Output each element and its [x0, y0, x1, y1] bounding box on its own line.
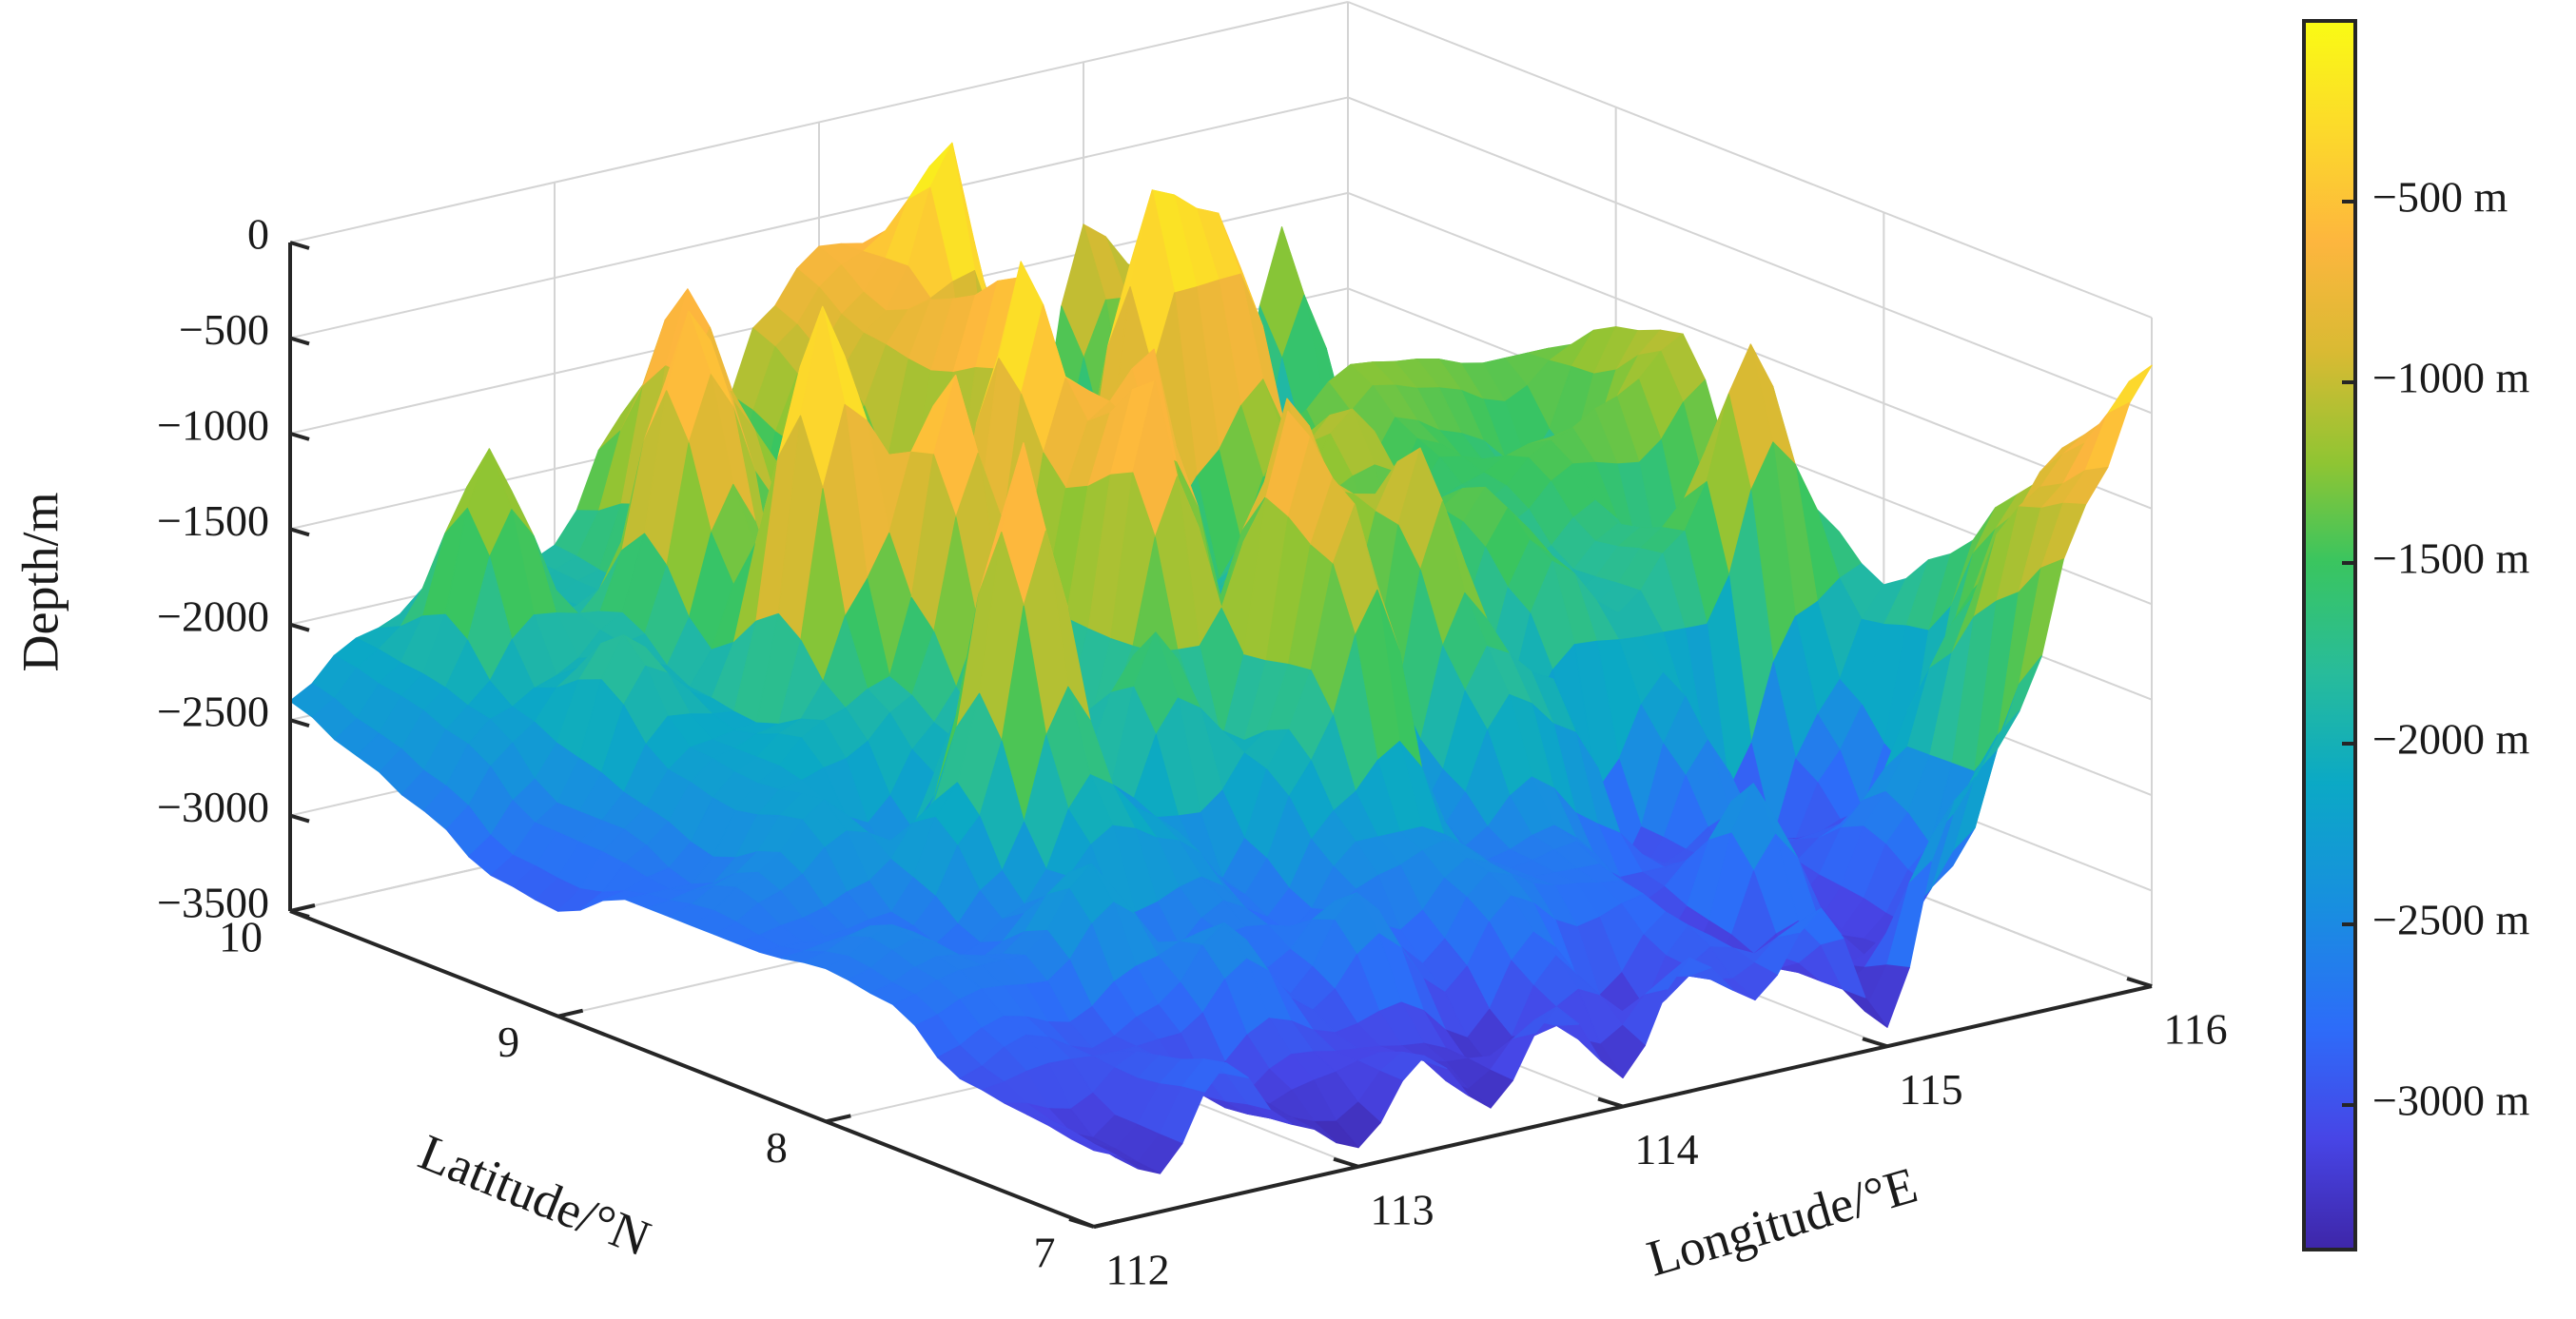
latitude-tick-label: 9: [498, 1018, 519, 1066]
z-tick-label: −1000: [157, 400, 269, 449]
colorbar-tick-label: −1000 m: [2372, 354, 2529, 402]
z-tick-label: −3500: [157, 879, 269, 927]
colorbar-tick-label: −1500 m: [2372, 534, 2529, 583]
z-tick-label: −2500: [157, 688, 269, 736]
z-tick-mark: [289, 241, 310, 250]
side-wall-gridline-horizontal: [1347, 1, 2153, 319]
longitude-tick-label: 114: [1634, 1125, 1698, 1174]
longitude-tick-label: 116: [2163, 1005, 2227, 1054]
z-tick-mark: [289, 718, 310, 728]
surface-facet: [1070, 1138, 1117, 1156]
longitude-tick-label: 113: [1370, 1185, 1434, 1233]
latitude-axis-line: [289, 909, 1095, 1229]
z-tick-mark: [289, 431, 310, 441]
latitude-tick-mark: [1093, 1219, 1120, 1229]
z-tick-mark: [289, 336, 310, 346]
longitude-tick-mark: [1068, 1217, 1095, 1229]
latitude-tick-label: 8: [766, 1123, 788, 1172]
z-tick-mark: [289, 813, 310, 824]
z-tick-label: −500: [179, 305, 269, 354]
colorbar: −500 m −1000 m −1500 m −2000 m −2500 m −3000 …: [2302, 19, 2529, 1251]
latitude-tick-label: 10: [219, 913, 263, 961]
latitude-tick-mark: [557, 1008, 584, 1018]
longitude-tick-mark: [2126, 977, 2153, 988]
latitude-axis-title: Latitude/°N: [411, 1123, 657, 1267]
z-axis-title: Depth/m: [11, 493, 68, 672]
colorbar-tick-label: −2000 m: [2372, 715, 2529, 764]
z-tick-mark: [289, 622, 310, 632]
z-tick-label: −3000: [157, 783, 269, 831]
longitude-tick-mark: [1862, 1037, 1888, 1049]
longitude-tick-label: 112: [1105, 1246, 1169, 1294]
colorbar-ticks: −500 m −1000 m −1500 m −2000 m −2500 m −3000 …: [2342, 173, 2529, 1125]
longitude-tick-mark: [1333, 1156, 1359, 1169]
colorbar-tick-label: −2500 m: [2372, 896, 2529, 944]
axes-frame: [288, 241, 2153, 1229]
longitude-tick-label: 115: [1899, 1065, 1962, 1114]
latitude-tick-mark: [289, 903, 316, 913]
z-tick-mark: [289, 527, 310, 537]
side-wall-gridline-horizontal: [1347, 96, 2153, 415]
z-tick-label: −2000: [157, 592, 269, 640]
back-wall-gridline-horizontal: [289, 1, 1349, 243]
latitude-tick-label: 7: [1034, 1229, 1056, 1277]
depth-surface: [289, 142, 2153, 1174]
z-tick-label: −1500: [157, 496, 269, 545]
z-tick-label: 0: [247, 210, 269, 259]
longitude-tick-mark: [1597, 1096, 1624, 1109]
colorbar-gradient: [2302, 19, 2357, 1251]
back-wall-gridline-horizontal: [289, 96, 1349, 339]
colorbar-tick-label: −500 m: [2372, 173, 2508, 222]
latitude-tick-mark: [825, 1114, 851, 1124]
longitude-axis-title: Longitude/°E: [1641, 1156, 1923, 1288]
surface-facet: [2106, 364, 2153, 415]
colorbar-tick-label: −3000 m: [2372, 1077, 2529, 1125]
